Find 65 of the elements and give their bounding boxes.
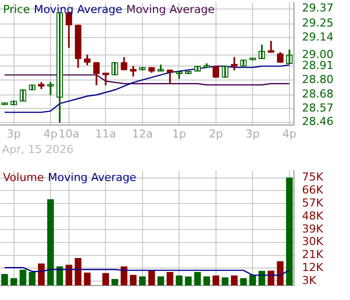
bar: [203, 276, 210, 286]
bar: [148, 270, 155, 286]
candlestick: [268, 40, 274, 53]
y-tick-label: 48K: [302, 209, 324, 222]
x-tick-label: 11a: [95, 127, 116, 140]
x-tick-label: 1p: [172, 127, 186, 140]
bar: [10, 278, 18, 286]
bar: [212, 275, 220, 286]
y-tick-label: 75K: [302, 170, 324, 184]
bar: [66, 264, 72, 286]
bar: [222, 277, 228, 286]
x-tick-label: 4p: [282, 127, 296, 140]
bar: [230, 275, 238, 286]
y-tick-label: 29.14: [302, 30, 334, 44]
bar: [276, 261, 284, 286]
y-tick-label: 28.57: [302, 101, 334, 114]
bar: [268, 270, 274, 286]
bar: [56, 266, 64, 286]
y-tick-label: 29.00: [302, 48, 334, 61]
y-tick-label: 28.68: [302, 88, 334, 101]
y-tick-label: 28.80: [302, 72, 334, 86]
text: Apr, 15 2026: [1, 143, 75, 156]
y-tick-label: 3K: [302, 274, 317, 287]
bar: [84, 272, 91, 286]
bar: [240, 278, 247, 286]
bar: [120, 266, 128, 286]
bar: [112, 279, 118, 286]
x-tick-label: 3p: [246, 127, 260, 140]
text: Moving Average: [34, 2, 122, 16]
y-tick-label: 66K: [302, 184, 324, 197]
bar: [28, 272, 36, 286]
bar: [38, 264, 45, 286]
bar: [102, 273, 109, 286]
x-tick-label: 10a: [58, 127, 80, 140]
y-tick-label: 57K: [302, 196, 324, 210]
bar: [20, 270, 26, 286]
y-tick-label: 30K: [302, 235, 324, 248]
bar: [47, 199, 54, 286]
bar: [130, 274, 137, 286]
bar: [194, 272, 201, 286]
bar: [1, 274, 8, 286]
x-tick-label: 4p: [44, 127, 58, 140]
text: Moving Average: [48, 170, 137, 184]
candlestick: [203, 63, 210, 68]
bar: [185, 276, 192, 286]
bar: [286, 177, 293, 286]
y-tick-label: 28.91: [302, 59, 334, 72]
y-tick-label: 39K: [302, 222, 324, 236]
y-tick-label: 29.25: [302, 16, 334, 30]
text: Moving Average: [126, 2, 215, 16]
y-tick-label: 28.46: [302, 115, 334, 128]
series-label: Volume: [3, 170, 44, 184]
text: Price: [3, 2, 30, 16]
y-tick-label: 21K: [302, 248, 324, 262]
y-tick-label: 12K: [302, 261, 324, 274]
bar: [176, 275, 182, 286]
x-tick-label: 2p: [208, 127, 223, 140]
bar: [166, 272, 174, 286]
bar: [157, 276, 164, 286]
candlestick: [249, 58, 256, 60]
bar: [74, 258, 82, 286]
x-tick-label: 3p: [6, 127, 21, 140]
bar: [139, 276, 146, 286]
x-tick-label: 12a: [132, 127, 153, 140]
y-tick-label: 29.37: [302, 2, 334, 15]
